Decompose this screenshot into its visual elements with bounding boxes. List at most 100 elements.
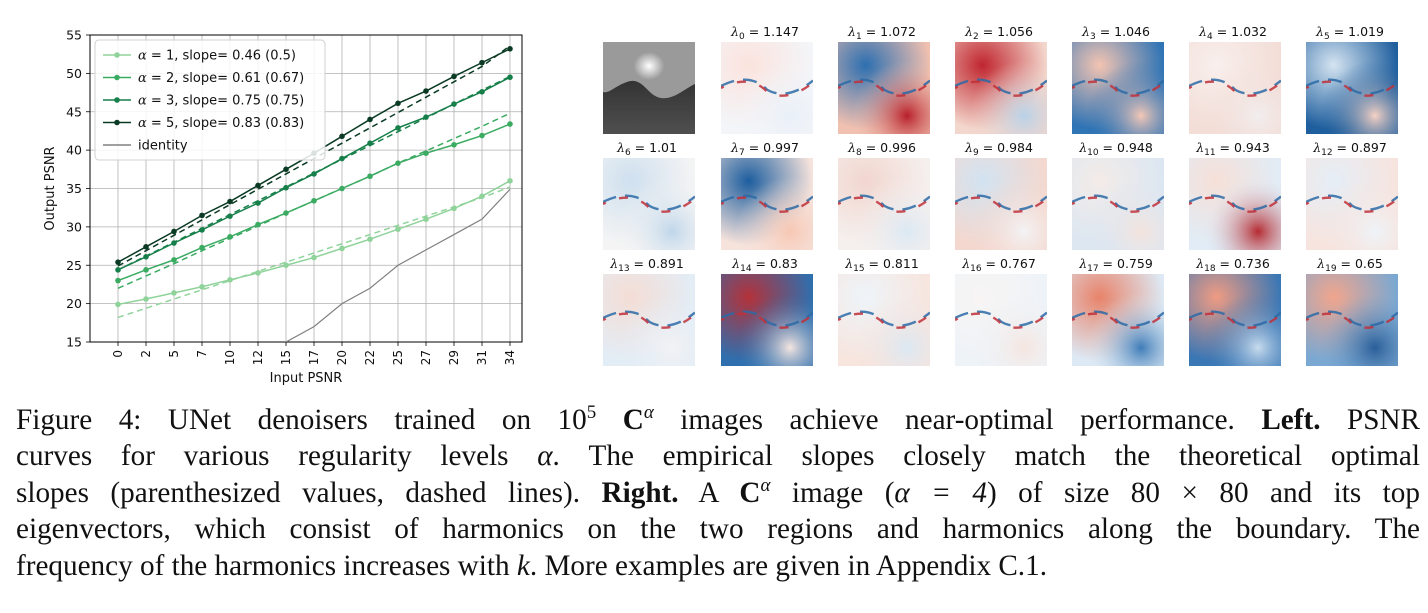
eigenvector-tile: λ0 = 1.147: [716, 24, 814, 134]
eigenvector-tile: λ17 = 0.759: [1067, 256, 1165, 366]
eigenvalue-symbol: λ: [1196, 140, 1205, 155]
eigenvalue-index: 8: [855, 148, 862, 158]
eigenvector-image: [721, 274, 813, 366]
eigenvalue-symbol: λ: [731, 140, 739, 155]
eigenvector-tile: λ10 = 0.948: [1067, 140, 1165, 250]
eigenvalue-label: λ14 = 0.83: [716, 256, 814, 274]
series-2-point: [143, 267, 149, 273]
eigenvalue-index: 19: [1325, 264, 1337, 274]
series-3-point: [395, 125, 401, 131]
eigenvector-tile: λ2 = 1.056: [950, 24, 1048, 134]
y-axis-label: Output PSNR: [43, 146, 58, 230]
eigenvalue-symbol: λ: [732, 256, 741, 271]
eigenvalue-value: 1.147: [763, 24, 799, 39]
eigenvalue-label: λ3 = 1.046: [1067, 24, 1165, 42]
equals-sign: =: [861, 140, 881, 155]
equals-sign: =: [629, 256, 648, 271]
x-tick-label: 34: [503, 350, 517, 365]
equals-sign: =: [751, 256, 770, 271]
eigenvalue-value: 0.984: [997, 140, 1033, 155]
eigenvalue-value: 0.997: [763, 140, 799, 155]
y-tick-label: 25: [66, 258, 82, 273]
eigenvalue-index: 14: [740, 264, 752, 274]
equals-sign: =: [864, 256, 883, 271]
eigenvalue-value: 0.897: [1351, 140, 1387, 155]
series-4-point: [479, 59, 485, 66]
series-1-point: [255, 270, 261, 276]
series-1-point: [143, 296, 149, 302]
series-3-point: [367, 140, 373, 147]
y-tick-label: 45: [66, 104, 82, 119]
series-2-point: [367, 173, 373, 180]
eigenvector-tile: λ3 = 1.046: [1067, 24, 1165, 134]
eigenvector-image: [721, 158, 813, 250]
equals-sign: =: [1212, 24, 1232, 39]
series-2-point: [171, 257, 177, 263]
eigenvalue-symbol: λ: [848, 24, 856, 39]
y-tick-label: 20: [66, 296, 82, 311]
caption-line-1: Figure 4: UNet denoisers trained on 105 …: [16, 402, 1421, 436]
y-tick-label: 35: [66, 181, 82, 196]
series-3-point: [115, 267, 121, 273]
x-tick-label: 15: [279, 350, 293, 365]
eigenvalue-value: 0.83: [769, 256, 798, 271]
x-axis-label: Input PSNR: [270, 371, 343, 386]
eigenvalue-index: 0: [738, 32, 745, 42]
equals-sign: =: [744, 140, 764, 155]
eigenvalue-symbol: λ: [1196, 256, 1205, 271]
series-1-point: [115, 301, 121, 308]
eigenvalue-value: 0.65: [1354, 256, 1383, 271]
series-2-point: [115, 277, 121, 284]
series-3-point: [171, 240, 177, 246]
eigenvalue-value: 0.759: [1117, 256, 1153, 271]
legend-label: α = 3, slope= 0.75 (0.75): [138, 94, 304, 109]
eigenvalue-value: 0.996: [880, 140, 916, 155]
equals-sign: =: [1095, 24, 1115, 39]
series-3-point: [283, 184, 289, 191]
equals-sign: =: [1215, 256, 1234, 271]
y-tick-label: 50: [66, 66, 82, 81]
eigenvalue-label: λ11 = 0.943: [1184, 140, 1282, 158]
eigenvalue-index: 10: [1087, 148, 1099, 158]
y-tick-label: 55: [66, 28, 82, 43]
legend-box: [94, 39, 326, 161]
x-tick-label: 12: [251, 350, 265, 365]
series-2-point: [339, 185, 345, 192]
x-tick-label: 31: [475, 350, 489, 365]
eigenvalue-symbol: λ: [1313, 140, 1322, 155]
eigenvector-image: [1306, 274, 1398, 366]
equals-sign: =: [630, 140, 650, 155]
x-tick-label: 29: [447, 350, 461, 365]
eigenvalue-symbol: λ: [1082, 24, 1090, 39]
eigenvalue-label: λ7 = 0.997: [716, 140, 814, 158]
series-1-point: [339, 245, 345, 252]
eigenvector-tile: λ16 = 0.767: [950, 256, 1048, 366]
eigenvalue-index: 6: [624, 148, 631, 158]
series-4-point: [423, 88, 429, 94]
eigenvalue-symbol: λ: [1079, 140, 1088, 155]
eigenvalue-index: 16: [970, 264, 982, 274]
series-1-point: [395, 226, 401, 232]
series-4-point: [143, 244, 149, 250]
plot-frame: [89, 34, 523, 343]
caption-line-5: frequency of the harmonics increases wit…: [16, 549, 1047, 582]
eigenvalue-value: 0.891: [648, 256, 684, 271]
eigenvalue-symbol: λ: [1317, 256, 1326, 271]
equals-sign: =: [978, 24, 998, 39]
eigenvector-image: [838, 274, 930, 366]
eigenvalue-label: λ19 = 0.65: [1301, 256, 1399, 274]
legend-label: identity: [138, 139, 188, 154]
y-tick-label: 15: [66, 335, 82, 350]
series-1-point: [451, 205, 457, 212]
eigenvalue-symbol: λ: [962, 256, 971, 271]
eigenvalue-value: 1.019: [1348, 24, 1384, 39]
equals-sign: =: [978, 140, 998, 155]
series-4-point: [395, 100, 401, 107]
series-2-point: [283, 210, 289, 216]
legend-marker: [114, 97, 120, 103]
eigenvalue-index: 17: [1087, 264, 1099, 274]
eigenvector-image: [1072, 158, 1164, 250]
x-tick-label: 27: [419, 350, 433, 365]
equals-sign: =: [1215, 140, 1234, 155]
series-1-point: [199, 283, 205, 290]
